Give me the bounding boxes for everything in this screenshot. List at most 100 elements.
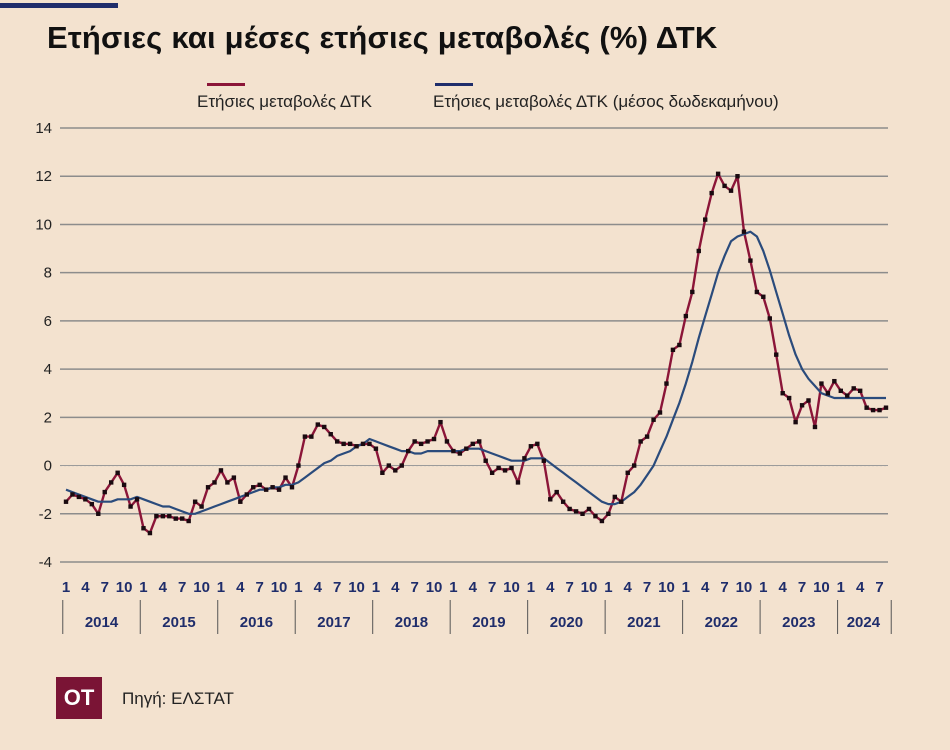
year-label: 2015: [162, 614, 195, 631]
x-tick-label: 10: [503, 579, 520, 596]
data-point: [76, 494, 82, 500]
data-point: [96, 511, 101, 516]
x-tick-label: 7: [333, 579, 341, 596]
data-point: [212, 480, 217, 485]
x-tick-label: 7: [488, 579, 496, 596]
data-point: [186, 518, 191, 524]
data-point: [851, 386, 856, 391]
data-point: [154, 513, 159, 519]
data-point: [606, 511, 611, 516]
x-tick-label: 4: [546, 579, 555, 596]
y-tick-label: 2: [44, 409, 52, 426]
data-point: [341, 441, 346, 447]
x-tick-label: 1: [294, 579, 302, 596]
y-tick-label: 10: [35, 216, 52, 233]
data-point: [877, 407, 882, 413]
y-tick-label: -4: [39, 554, 52, 571]
data-point: [806, 398, 811, 403]
year-label: 2017: [317, 614, 350, 631]
data-point: [870, 407, 876, 413]
data-point: [302, 434, 308, 439]
data-point: [63, 499, 69, 504]
data-point: [399, 463, 404, 468]
data-point: [334, 439, 340, 444]
year-label: 2016: [240, 614, 273, 631]
data-point: [593, 513, 598, 519]
data-point: [567, 506, 572, 512]
x-tick-label: 4: [624, 579, 633, 596]
x-tick-label: 4: [856, 579, 865, 596]
data-point: [251, 485, 256, 490]
data-point: [496, 465, 501, 471]
data-point: [703, 217, 708, 222]
data-point: [638, 439, 643, 444]
x-tick-label: 10: [426, 579, 443, 596]
data-point: [728, 188, 734, 193]
x-tick-label: 7: [875, 579, 883, 596]
x-tick-label: 7: [256, 579, 264, 596]
data-point: [812, 424, 818, 430]
data-point: [541, 458, 546, 463]
data-point: [160, 513, 166, 519]
legend-item-annual: Ετήσιες μεταβολές ΔΤΚ: [197, 83, 372, 112]
data-point: [528, 444, 534, 449]
data-point: [761, 294, 766, 299]
data-point: [225, 480, 230, 485]
data-point: [322, 424, 327, 430]
data-point: [741, 229, 747, 234]
x-tick-label: 1: [837, 579, 845, 596]
data-point: [509, 465, 514, 471]
data-point: [418, 441, 424, 447]
data-point: [793, 419, 798, 425]
data-point: [218, 468, 224, 473]
data-point: [819, 381, 824, 386]
data-point: [425, 439, 430, 444]
year-label: 2024: [847, 614, 881, 631]
data-point: [83, 497, 88, 502]
data-point: [199, 504, 204, 509]
data-point: [360, 441, 366, 447]
x-tick-label: 4: [81, 579, 90, 596]
data-point: [231, 475, 237, 480]
data-point: [554, 489, 559, 495]
data-point: [722, 183, 727, 189]
data-point: [270, 485, 275, 490]
data-point: [631, 463, 637, 468]
data-point: [464, 446, 469, 451]
data-point: [115, 470, 120, 475]
data-point: [141, 526, 146, 531]
data-point: [128, 504, 133, 509]
data-point: [651, 417, 656, 422]
x-tick-label: 1: [759, 579, 767, 596]
data-point: [373, 446, 379, 451]
series-average-line: [65, 230, 886, 515]
series-annual-line: [65, 172, 887, 535]
x-tick-label: 1: [604, 579, 612, 596]
x-tick-label: 4: [159, 579, 168, 596]
data-point: [283, 475, 288, 480]
x-tick-label: 1: [62, 579, 70, 596]
x-tick-label: 10: [193, 579, 210, 596]
data-point: [89, 501, 95, 507]
legend-item-average: Ετήσιες μεταβολές ΔΤΚ (μέσος δωδεκαμήνου…: [433, 83, 779, 112]
data-point: [444, 439, 450, 444]
year-label: 2022: [705, 614, 738, 631]
data-point: [328, 432, 333, 437]
data-point: [573, 509, 579, 514]
data-point: [774, 352, 779, 357]
data-point: [296, 463, 301, 468]
y-tick-label: 12: [35, 168, 52, 185]
data-point: [347, 441, 353, 447]
data-point: [612, 494, 618, 500]
data-point: [586, 506, 592, 512]
data-point: [412, 439, 417, 444]
x-tick-label: 1: [217, 579, 225, 596]
data-point: [470, 441, 475, 447]
data-point: [393, 468, 398, 473]
data-point: [489, 470, 495, 475]
year-label: 2019: [472, 614, 505, 631]
x-tick-label: 10: [658, 579, 675, 596]
data-point: [857, 388, 863, 394]
y-tick-label: 14: [35, 120, 52, 137]
